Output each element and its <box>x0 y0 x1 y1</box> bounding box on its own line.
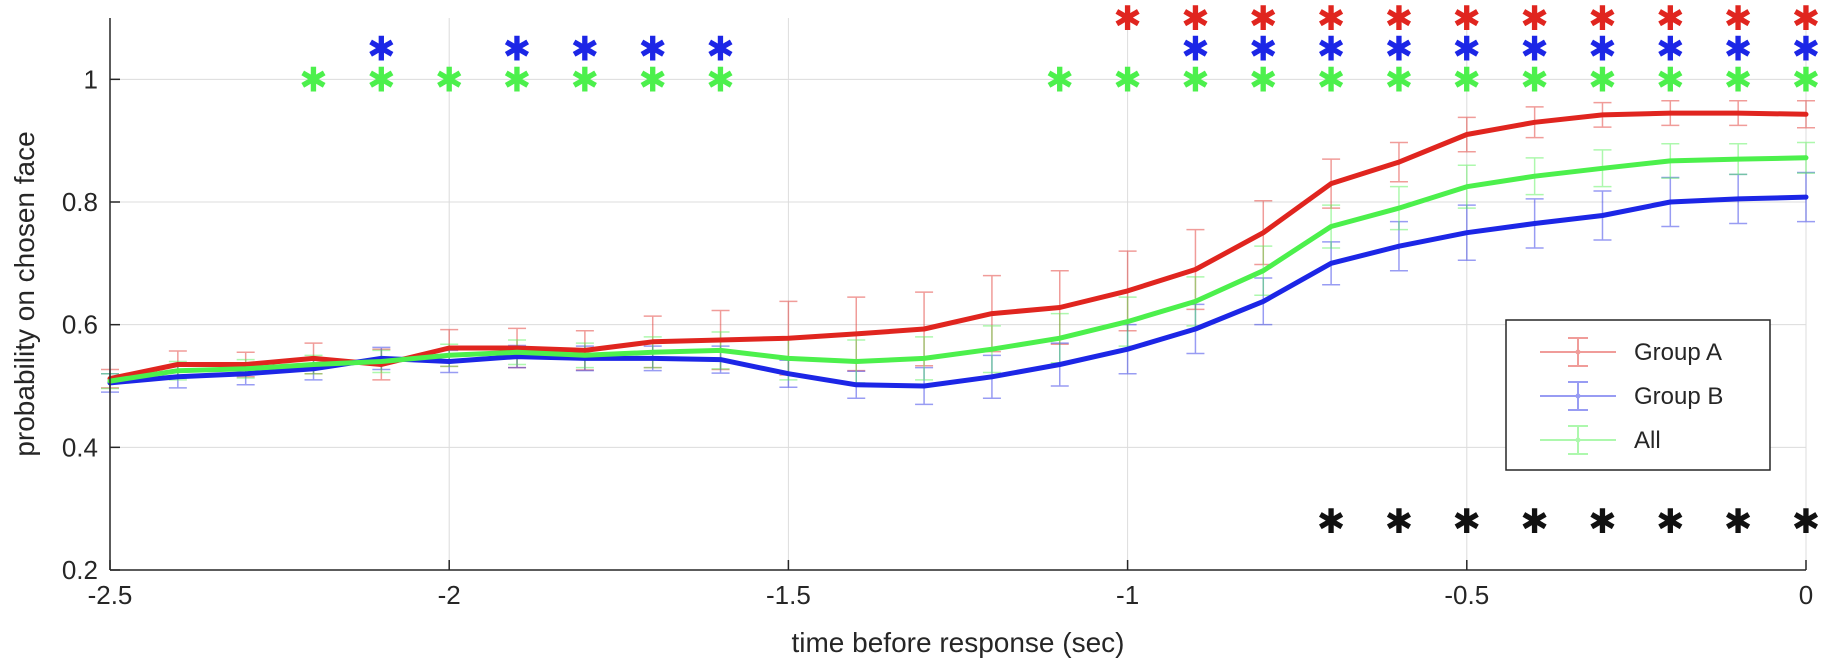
y-axis-label: probability on chosen face <box>9 131 40 456</box>
legend-label: Group B <box>1634 383 1723 410</box>
legend-swatch <box>1540 337 1616 367</box>
y-tick-label: 0.4 <box>62 432 98 462</box>
significance-marker: ✱ <box>1317 0 1346 39</box>
significance-marker: ✱ <box>1656 0 1685 39</box>
y-tick-labels: 0.2 0.4 0.6 0.8 1 <box>62 64 120 585</box>
significance-marker: ✱ <box>1588 60 1617 100</box>
x-tick-label: -2 <box>438 580 461 610</box>
significance-marker: ✱ <box>1792 30 1821 70</box>
plot-background <box>110 18 1806 570</box>
legend-label: All <box>1634 427 1661 454</box>
significance-marker: ✱ <box>638 60 667 100</box>
significance-markers: ✱ ✱ ✱ ✱ ✱ ✱ ✱ ✱ ✱ ✱ ✱✱ ✱ ✱ ✱ ✱ ✱ ✱ ✱ ✱ ✱ ✱ ✱ ✱ ✱ ✱✱ ✱ ✱ ✱ ✱ ✱ ✱ ✱ ✱ ✱ ✱ ✱ ✱ ✱… <box>299 0 1820 542</box>
significance-marker: ✱ <box>1588 0 1617 39</box>
significance-marker: ✱ <box>1317 60 1346 100</box>
significance-marker: ✱ <box>1453 30 1482 70</box>
significance-marker: ✱ <box>1181 30 1210 70</box>
significance-marker: ✱ <box>571 30 600 70</box>
legend-swatch-dot <box>1575 437 1581 443</box>
legend-swatch <box>1540 381 1616 411</box>
x-tick-label: -1 <box>1116 580 1139 610</box>
significance-marker: ✱ <box>1724 0 1753 39</box>
legend-entry-group-b: Group B <box>1540 381 1723 411</box>
significance-marker: ✱ <box>1181 60 1210 100</box>
significance-marker: ✱ <box>1453 60 1482 100</box>
significance-marker: ✱ <box>1724 502 1753 542</box>
legend-label: Group A <box>1634 339 1722 366</box>
significance-marker: ✱ <box>638 30 667 70</box>
legend-box <box>1505 319 1771 471</box>
significance-marker: ✱ <box>1181 0 1210 39</box>
significance-marker: ✱ <box>1317 30 1346 70</box>
series-lines <box>107 110 1809 389</box>
significance-marker: ✱ <box>1656 30 1685 70</box>
significance-marker: ✱ <box>1792 60 1821 100</box>
legend-swatch-dot <box>1575 393 1581 399</box>
significance-marker: ✱ <box>503 30 532 70</box>
y-tick-label: 0.2 <box>62 555 98 585</box>
significance-marker: ✱ <box>1656 60 1685 100</box>
x-tick-labels: -2.5 -2 -1.5 -1 -0.5 0 <box>88 560 1813 610</box>
significance-marker: ✱ <box>706 60 735 100</box>
x-tick-label: -0.5 <box>1444 580 1489 610</box>
significance-marker: ✱ <box>1724 60 1753 100</box>
legend-entry-group-a: Group A <box>1540 337 1722 367</box>
significance-marker: ✱ <box>1453 0 1482 39</box>
series-line-all <box>107 155 1809 384</box>
x-tick-label: -1.5 <box>766 580 811 610</box>
significance-marker: ✱ <box>1520 30 1549 70</box>
x-axis-label: time before response (sec) <box>791 627 1124 658</box>
y-tick-label: 1 <box>84 64 98 94</box>
significance-marker: ✱ <box>1656 502 1685 542</box>
x-tick-label: 0 <box>1799 580 1813 610</box>
x-tick-label: -2.5 <box>88 580 133 610</box>
significance-marker: ✱ <box>1385 60 1414 100</box>
significance-marker: ✱ <box>1588 502 1617 542</box>
significance-marker: ✱ <box>1792 0 1821 39</box>
y-tick-label: 0.8 <box>62 187 98 217</box>
significance-marker: ✱ <box>1385 0 1414 39</box>
significance-marker: ✱ <box>1520 60 1549 100</box>
legend: Group A Group B All <box>1505 319 1771 471</box>
legend-swatch-dot <box>1575 349 1581 355</box>
significance-marker: ✱ <box>1317 502 1346 542</box>
significance-marker: ✱ <box>299 60 328 100</box>
legend-swatch <box>1540 425 1616 455</box>
significance-marker: ✱ <box>1113 60 1142 100</box>
legend-entry-all: All <box>1540 425 1661 455</box>
significance-marker: ✱ <box>1249 30 1278 70</box>
significance-marker: ✱ <box>367 60 396 100</box>
significance-marker: ✱ <box>367 30 396 70</box>
significance-marker: ✱ <box>435 60 464 100</box>
significance-marker: ✱ <box>1046 60 1075 100</box>
y-tick-label: 0.6 <box>62 310 98 340</box>
significance-marker: ✱ <box>1385 502 1414 542</box>
significance-marker: ✱ <box>1792 502 1821 542</box>
significance-marker: ✱ <box>571 60 600 100</box>
significance-marker: ✱ <box>1113 0 1142 39</box>
significance-marker: ✱ <box>1588 30 1617 70</box>
significance-marker: ✱ <box>503 60 532 100</box>
significance-marker: ✱ <box>1520 0 1549 39</box>
significance-marker: ✱ <box>706 30 735 70</box>
significance-marker: ✱ <box>1249 60 1278 100</box>
significance-marker: ✱ <box>1385 30 1414 70</box>
significance-marker: ✱ <box>1453 502 1482 542</box>
significance-marker: ✱ <box>1520 502 1549 542</box>
significance-marker: ✱ <box>1724 30 1753 70</box>
significance-marker: ✱ <box>1249 0 1278 39</box>
axes <box>109 18 1806 571</box>
